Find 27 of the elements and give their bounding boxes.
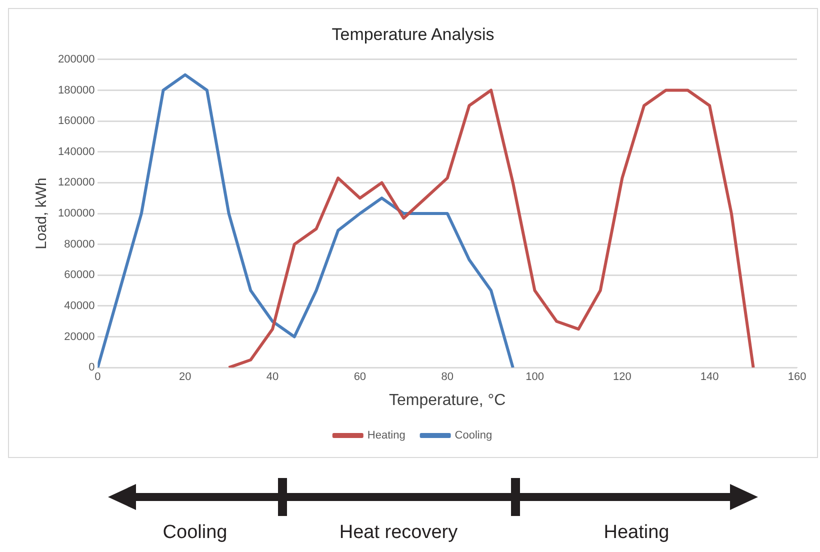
x-tick-label: 120 bbox=[612, 371, 632, 384]
text: Heating bbox=[602, 522, 670, 544]
x-tick-label: 140 bbox=[700, 371, 719, 384]
y-tick-label: 200000 bbox=[58, 53, 95, 66]
x-tick-label: 60 bbox=[354, 371, 366, 384]
y-tick-label: 40000 bbox=[64, 300, 95, 312]
x-tick-label: 20 bbox=[178, 371, 192, 384]
x-tick-label: 100 bbox=[526, 371, 544, 384]
y-tick-label: 20000 bbox=[64, 330, 95, 343]
x-tick-label: 160 bbox=[788, 371, 806, 384]
y-tick-label: 120000 bbox=[58, 176, 95, 189]
text: Cooling bbox=[162, 522, 228, 544]
legend-label: Cooling bbox=[454, 430, 492, 442]
y-tick-label: 60000 bbox=[64, 269, 95, 282]
y-axis-title: Load, kWh bbox=[33, 178, 50, 250]
y-tick-label: 140000 bbox=[58, 146, 95, 158]
chart-title: Temperature Analysis bbox=[332, 24, 494, 44]
x-axis-title: Temperature, °C bbox=[389, 392, 506, 409]
legend-label: Heating bbox=[367, 430, 406, 442]
x-tick-label: 40 bbox=[266, 371, 279, 384]
x-tick-label: 80 bbox=[441, 371, 454, 384]
text: Heat recovery bbox=[338, 522, 459, 544]
y-tick-label: 80000 bbox=[64, 238, 95, 250]
y-tick-label: 100000 bbox=[58, 208, 95, 220]
y-tick-label: 0 bbox=[88, 362, 95, 374]
y-tick-label: 180000 bbox=[58, 84, 95, 96]
y-tick-label: 160000 bbox=[58, 115, 95, 128]
